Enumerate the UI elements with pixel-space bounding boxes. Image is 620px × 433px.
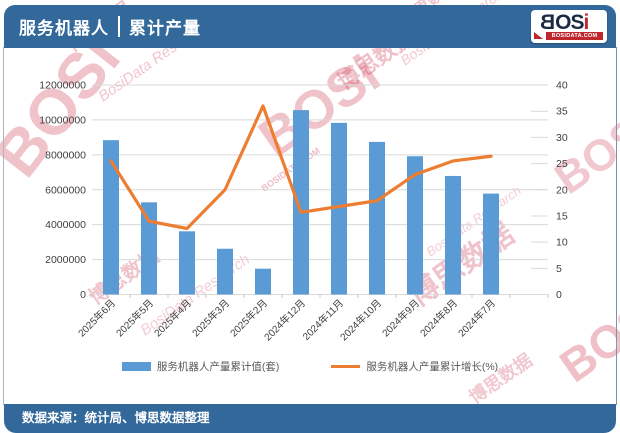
- chart-legend: 服务机器人产量累计值(套) 服务机器人产量累计增长(%): [0, 359, 620, 374]
- title-sub: 累计产量: [129, 19, 201, 38]
- growth-line: [109, 104, 493, 231]
- x-axis-label: 2025年3月: [189, 296, 232, 339]
- left-axis-label: 2000000: [45, 254, 86, 266]
- bar: [293, 110, 309, 295]
- bar: [141, 202, 157, 295]
- bosi-logo-text: BOSi: [541, 11, 590, 35]
- bar: [483, 193, 499, 295]
- right-axis-label: 5: [556, 263, 562, 275]
- right-axis-label: 10: [556, 237, 568, 249]
- x-axis-label: 2024年9月: [379, 296, 422, 339]
- right-axis-label: 20: [556, 184, 568, 196]
- left-axis-label: 0: [80, 289, 86, 301]
- bar: [103, 140, 119, 295]
- x-axis-label: 2024年8月: [417, 296, 460, 339]
- right-axis-label: 40: [556, 80, 568, 92]
- bar: [179, 231, 195, 295]
- logo-letters-os: OS: [555, 11, 584, 34]
- logo-letter-i: i: [583, 11, 590, 34]
- bar: [331, 122, 347, 295]
- left-axis-label: 10000000: [39, 114, 86, 126]
- right-axis-label: 35: [556, 106, 568, 118]
- x-axis-label: 2025年6月: [75, 296, 118, 339]
- legend-item-line: 服务机器人产量累计增长(%): [331, 359, 498, 374]
- right-axis-label: 0: [556, 289, 562, 301]
- bar: [407, 156, 423, 295]
- legend-line-label: 服务机器人产量累计增长(%): [366, 361, 499, 373]
- bar: [217, 248, 233, 295]
- card-border-right: [616, 47, 617, 405]
- bar: [255, 268, 271, 295]
- logo-triangle-icon: [534, 32, 543, 39]
- x-axis-label: 2025年4月: [151, 296, 194, 339]
- legend-line-swatch-icon: [331, 364, 361, 369]
- legend-bar-label: 服务机器人产量累计值(套): [156, 361, 280, 373]
- page-title: 服务机器人 累计产量: [4, 14, 201, 39]
- source-note: 数据来源：统计局、博思数据整理: [4, 404, 616, 433]
- right-axis-label: 25: [556, 158, 568, 170]
- title-separator: [118, 16, 120, 37]
- logo-domain: BOSIDATA.COM: [546, 32, 603, 40]
- x-axis-label: 2024年10月: [337, 296, 384, 343]
- bar: [369, 141, 385, 295]
- x-axis-label: 2024年7月: [455, 296, 498, 339]
- right-axis-label: 15: [556, 210, 568, 222]
- bar: [445, 175, 461, 295]
- left-axis-label: 8000000: [45, 149, 86, 161]
- title-main: 服务机器人: [19, 19, 109, 38]
- bosi-logo: BOSi BOSIDATA.COM: [531, 10, 607, 43]
- left-axis-label: 4000000: [45, 219, 86, 231]
- legend-bar-swatch-icon: [121, 362, 151, 371]
- x-axis-label: 2025年5月: [113, 296, 156, 339]
- left-axis-label: 6000000: [45, 184, 86, 196]
- card-border-left: [3, 47, 4, 405]
- x-axis-label: 2025年2月: [227, 296, 270, 339]
- header-bar: 服务机器人 累计产量 BOSi BOSIDATA.COM: [4, 5, 616, 48]
- left-axis-label: 12000000: [39, 80, 86, 92]
- right-axis-label: 30: [556, 132, 568, 144]
- legend-item-bar: 服务机器人产量累计值(套): [121, 359, 280, 374]
